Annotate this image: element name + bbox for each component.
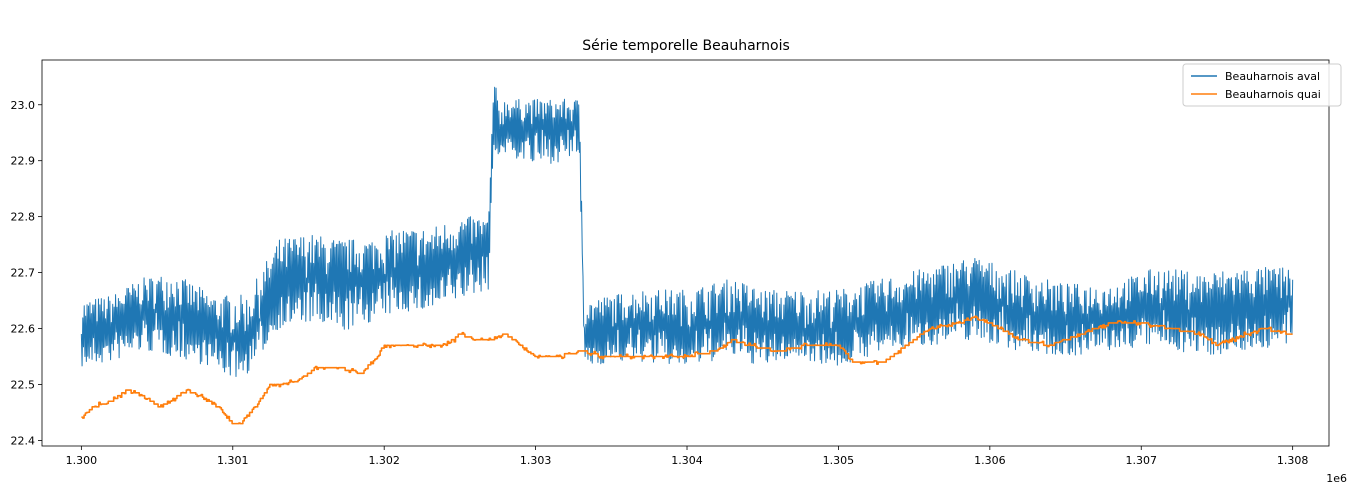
legend-label-0: Beauharnois aval [1225,70,1320,83]
x-tick-label: 1.301 [217,454,249,467]
series-line-0 [80,86,1294,377]
chart-title: Série temporelle Beauharnois [582,38,790,54]
x-tick-label: 1.300 [66,454,98,467]
y-tick-label: 22.6 [11,323,36,336]
x-tick-label: 1.306 [974,454,1006,467]
axes-layer: 1.300 1.301 1.302 1.303 1.304 1.305 1.306 1.307… [11,99,1309,467]
x-tick-label: 1.304 [671,454,703,467]
y-tick-label: 22.8 [11,211,36,224]
series-layer [80,86,1294,425]
x-tick-label: 1.305 [823,454,855,467]
legend-label-1: Beauharnois quai [1225,88,1321,101]
y-tick-label: 22.5 [11,378,36,391]
y-tick-label: 22.4 [11,434,36,447]
series-line-1 [81,315,1293,425]
x-tick-label: 1.303 [520,454,552,467]
x-tick-label: 1.307 [1125,454,1157,467]
legend: Beauharnois aval Beauharnois quai [1182,63,1342,107]
x-tick-label: 1.308 [1277,454,1309,467]
x-offset-label: 1e6 [1326,472,1347,485]
legend-box [1182,63,1342,107]
plot-frame [41,59,1330,447]
y-tick-label: 23.0 [11,99,36,112]
y-tick-label: 22.9 [11,155,36,168]
y-tick-label: 22.7 [11,267,36,280]
x-tick-label: 1.302 [368,454,400,467]
